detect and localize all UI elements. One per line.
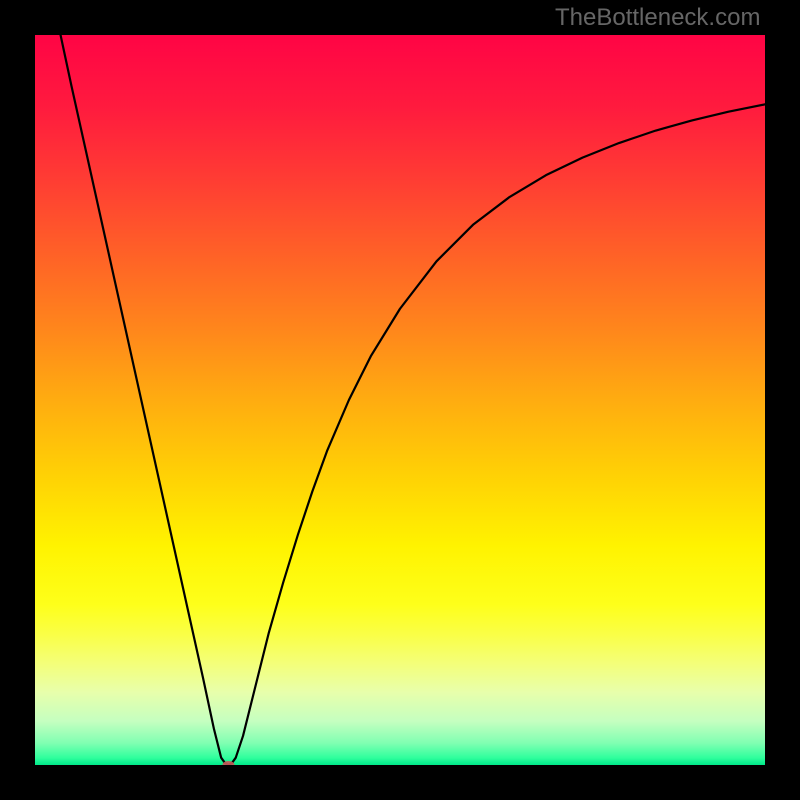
watermark-text: TheBottleneck.com (555, 4, 760, 32)
chart-frame: TheBottleneck.com (0, 0, 800, 800)
chart-background (35, 35, 765, 765)
bottleneck-chart (35, 35, 765, 765)
